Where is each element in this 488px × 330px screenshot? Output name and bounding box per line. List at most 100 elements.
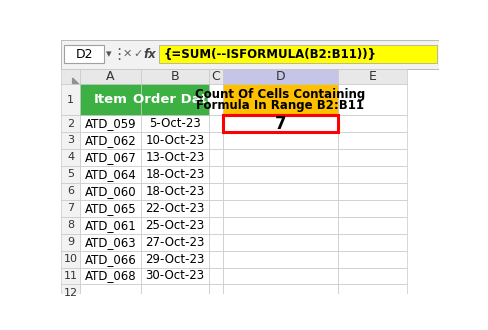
Bar — [223, 217, 338, 234]
Bar — [61, 69, 81, 84]
Text: 5: 5 — [67, 169, 74, 179]
Bar — [159, 45, 437, 63]
Text: 10-Oct-23: 10-Oct-23 — [145, 134, 204, 147]
Bar — [209, 217, 223, 234]
Text: 4: 4 — [67, 152, 74, 162]
Bar — [338, 166, 407, 183]
Text: 8: 8 — [67, 220, 74, 230]
Bar — [61, 250, 81, 268]
Bar — [81, 84, 141, 115]
Text: 29-Oct-23: 29-Oct-23 — [145, 252, 204, 266]
Bar — [81, 234, 141, 250]
Text: 3: 3 — [67, 136, 74, 146]
Bar — [223, 84, 338, 115]
Text: 9: 9 — [67, 237, 74, 247]
Bar — [64, 45, 104, 63]
Bar — [223, 166, 338, 183]
Text: ▾: ▾ — [106, 49, 112, 59]
Text: 12: 12 — [63, 288, 78, 298]
Bar — [338, 268, 407, 284]
Bar — [209, 268, 223, 284]
Polygon shape — [73, 78, 79, 84]
Bar — [81, 166, 141, 183]
Bar — [209, 84, 223, 115]
Bar — [141, 132, 209, 149]
Text: 5-Oct-23: 5-Oct-23 — [149, 117, 201, 130]
Bar — [223, 200, 338, 217]
Text: ⋮: ⋮ — [111, 47, 126, 62]
Bar — [141, 84, 209, 115]
Text: D2: D2 — [76, 48, 93, 61]
Text: 7: 7 — [67, 203, 74, 213]
Bar — [223, 234, 338, 250]
Text: 18-Oct-23: 18-Oct-23 — [145, 185, 204, 198]
Bar — [209, 149, 223, 166]
Text: 10: 10 — [64, 254, 78, 264]
Text: 27-Oct-23: 27-Oct-23 — [145, 236, 204, 248]
Bar — [223, 250, 338, 268]
Bar — [81, 115, 141, 132]
Bar — [209, 69, 223, 84]
Bar — [81, 284, 141, 301]
Text: 13-Oct-23: 13-Oct-23 — [145, 151, 204, 164]
Bar — [81, 132, 141, 149]
Text: 2: 2 — [67, 118, 74, 128]
Text: Item: Item — [94, 93, 127, 106]
Bar — [338, 84, 407, 115]
Bar — [223, 132, 338, 149]
Bar — [81, 149, 141, 166]
Text: fx: fx — [143, 48, 156, 61]
Text: ATD_061: ATD_061 — [85, 219, 137, 232]
Bar — [81, 200, 141, 217]
Bar — [81, 217, 141, 234]
Bar — [141, 268, 209, 284]
Bar — [141, 149, 209, 166]
Text: Count Of Cells Containing: Count Of Cells Containing — [195, 88, 366, 101]
Text: D: D — [276, 70, 285, 83]
Text: {=SUM(--ISFORMULA(B2:B11))}: {=SUM(--ISFORMULA(B2:B11))} — [163, 48, 376, 61]
Bar — [61, 284, 81, 301]
Bar — [61, 234, 81, 250]
Text: ATD_063: ATD_063 — [85, 236, 137, 248]
Text: 22-Oct-23: 22-Oct-23 — [145, 202, 204, 215]
Text: ✕: ✕ — [123, 49, 132, 59]
Bar — [81, 268, 141, 284]
Bar — [61, 183, 81, 200]
Text: A: A — [106, 70, 115, 83]
Text: ATD_060: ATD_060 — [85, 185, 137, 198]
Bar — [141, 217, 209, 234]
Bar — [338, 200, 407, 217]
Bar — [223, 84, 338, 115]
Text: 30-Oct-23: 30-Oct-23 — [145, 270, 204, 282]
Bar — [141, 250, 209, 268]
Text: ATD_065: ATD_065 — [85, 202, 137, 215]
Text: 7: 7 — [275, 115, 286, 133]
Bar — [223, 115, 338, 132]
Bar — [209, 250, 223, 268]
Bar — [338, 217, 407, 234]
Text: ✓: ✓ — [134, 49, 143, 59]
Bar — [338, 250, 407, 268]
Text: ATD_062: ATD_062 — [85, 134, 137, 147]
Bar — [61, 166, 81, 183]
Text: C: C — [212, 70, 221, 83]
Bar — [338, 132, 407, 149]
Bar — [223, 183, 338, 200]
Bar — [338, 284, 407, 301]
Bar — [223, 115, 338, 132]
Bar — [61, 217, 81, 234]
Bar — [338, 234, 407, 250]
Text: ATD_068: ATD_068 — [85, 270, 137, 282]
Bar — [141, 166, 209, 183]
Text: ATD_066: ATD_066 — [85, 252, 137, 266]
Bar — [209, 115, 223, 132]
Bar — [223, 69, 338, 84]
Text: ATD_059: ATD_059 — [85, 117, 137, 130]
Bar — [61, 40, 439, 69]
Text: ATD_067: ATD_067 — [85, 151, 137, 164]
Bar — [338, 69, 407, 84]
Text: 1: 1 — [67, 95, 74, 105]
Bar — [141, 69, 209, 84]
Bar — [141, 284, 209, 301]
Bar — [61, 115, 81, 132]
